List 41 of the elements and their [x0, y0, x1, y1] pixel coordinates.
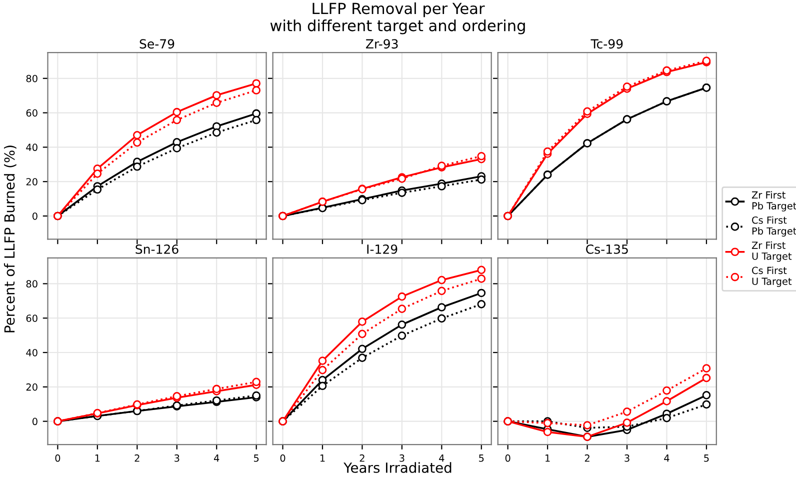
legend-label: Zr First U Target — [752, 241, 792, 262]
x-tick-label: 0 — [280, 454, 286, 462]
chart-title: Cs-135 — [586, 244, 628, 254]
y-tick-label: 60 — [26, 109, 38, 117]
x-tick-label: 4 — [214, 454, 220, 462]
legend-label: Cs First Pb Target — [752, 216, 796, 237]
y-axis-title: Percent of LLFP Burned (%) — [4, 146, 16, 332]
y-tick-label: 20 — [26, 178, 38, 186]
chart-title: Se-79 — [140, 39, 174, 49]
chart-title: Sn-126 — [136, 244, 178, 254]
x-tick-label: 1 — [320, 454, 325, 462]
y-tick-label: 40 — [26, 144, 38, 152]
x-axis-title: Years Irradiated — [344, 462, 452, 473]
legend-label: Cs First U Target — [752, 266, 792, 287]
x-tick-label: 5 — [254, 454, 259, 462]
y-tick-label: 40 — [26, 348, 38, 356]
x-tick-label: 1 — [546, 454, 550, 462]
x-tick-label: 5 — [704, 454, 709, 462]
y-tick-label: 20 — [26, 383, 38, 391]
legend-label: Zr First Pb Target — [752, 191, 796, 212]
x-tick-label: 0 — [505, 454, 510, 462]
x-tick-label: 3 — [400, 454, 404, 462]
y-tick-label: 60 — [26, 314, 38, 322]
chart-title: Zr-93 — [366, 39, 398, 49]
y-tick-label: 0 — [32, 212, 38, 220]
chart-title: I-129 — [367, 244, 398, 254]
x-tick-label: 2 — [134, 454, 140, 462]
x-tick-label: 0 — [55, 454, 60, 462]
x-tick-label: 2 — [584, 454, 590, 462]
y-tick-label: 80 — [26, 280, 38, 288]
x-tick-label: 4 — [439, 454, 444, 462]
chart-title: Tc-99 — [590, 39, 623, 49]
x-tick-label: 5 — [479, 454, 484, 462]
x-tick-label: 2 — [360, 454, 364, 462]
x-tick-label: 1 — [95, 454, 100, 462]
y-tick-label: 80 — [26, 74, 38, 82]
y-tick-label: 0 — [32, 418, 38, 426]
x-tick-label: 3 — [174, 454, 180, 462]
x-tick-label: 4 — [664, 454, 670, 462]
text: LLFP Removal per Year with different target and ordering — [270, 2, 525, 34]
x-tick-label: 3 — [624, 454, 630, 462]
